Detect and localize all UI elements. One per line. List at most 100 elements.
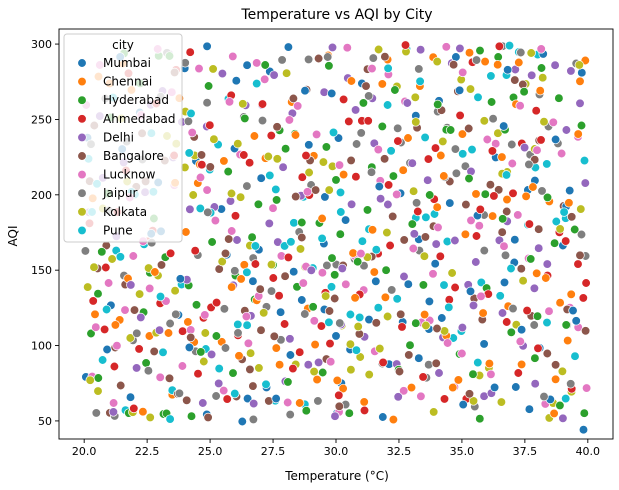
data-point — [526, 48, 536, 58]
data-point — [346, 365, 356, 375]
data-point — [504, 40, 515, 51]
data-point — [205, 162, 215, 172]
data-point — [217, 256, 227, 267]
data-point — [497, 152, 507, 162]
data-point — [496, 397, 507, 407]
data-point — [450, 144, 461, 154]
data-point — [187, 127, 197, 138]
data-point — [508, 303, 518, 314]
data-point — [464, 389, 475, 399]
data-point — [542, 192, 553, 203]
data-point — [371, 245, 381, 255]
data-point — [458, 149, 468, 159]
data-point — [503, 65, 513, 75]
data-point — [281, 68, 292, 78]
data-point — [506, 327, 516, 337]
data-point — [345, 309, 356, 320]
data-point — [223, 166, 233, 177]
data-point — [499, 277, 510, 288]
data-point — [531, 106, 541, 116]
data-point — [393, 136, 403, 146]
data-point — [439, 394, 450, 404]
data-point — [280, 271, 290, 281]
data-point — [403, 279, 413, 289]
data-point — [206, 349, 217, 360]
y-tick-label: 100 — [31, 340, 52, 353]
data-point — [351, 172, 361, 182]
data-point — [388, 211, 398, 222]
data-point — [131, 363, 142, 373]
data-point — [242, 60, 252, 70]
data-point — [234, 351, 244, 361]
data-point — [134, 344, 144, 354]
data-point — [363, 116, 373, 126]
data-point — [185, 47, 195, 57]
data-point — [120, 305, 130, 315]
data-point — [577, 68, 587, 78]
x-tick-label: 20.0 — [72, 445, 97, 458]
data-point — [479, 116, 489, 126]
data-point — [342, 43, 352, 53]
data-point — [382, 100, 393, 110]
data-point — [458, 67, 468, 78]
data-point — [378, 357, 388, 368]
data-point — [423, 175, 433, 185]
data-point — [420, 132, 430, 143]
data-point — [516, 47, 526, 58]
data-point — [556, 148, 567, 159]
data-point — [306, 265, 316, 275]
data-point — [330, 270, 340, 280]
data-point — [359, 405, 370, 416]
data-point — [453, 375, 464, 385]
data-point — [233, 139, 243, 149]
data-point — [214, 378, 224, 389]
data-point — [351, 345, 362, 355]
data-point — [570, 351, 580, 361]
data-point — [90, 309, 100, 319]
data-point — [326, 282, 337, 292]
data-point — [493, 52, 503, 62]
data-point — [313, 53, 324, 64]
data-point — [433, 99, 443, 110]
data-point — [83, 282, 93, 292]
data-point — [348, 248, 358, 258]
data-point — [526, 254, 536, 264]
data-point — [475, 414, 485, 424]
data-point — [484, 358, 495, 369]
legend-marker — [77, 76, 87, 87]
data-point — [338, 383, 348, 394]
data-point — [368, 53, 378, 63]
data-point — [245, 364, 255, 375]
data-point — [489, 191, 499, 201]
data-point — [576, 204, 586, 214]
data-point — [485, 180, 496, 190]
data-point — [474, 221, 484, 231]
x-axis-label: Temperature (°C) — [284, 469, 389, 483]
legend-label: Chennai — [103, 75, 152, 89]
data-point — [196, 150, 207, 160]
data-point — [283, 397, 293, 408]
data-point — [183, 116, 194, 126]
data-point — [482, 134, 492, 145]
data-point — [392, 189, 402, 200]
data-point — [581, 278, 591, 288]
data-point — [186, 108, 196, 119]
chart-title: Temperature vs AQI by City — [240, 7, 432, 23]
data-point — [558, 413, 568, 423]
data-point — [222, 394, 232, 404]
data-point — [126, 280, 136, 290]
data-point — [316, 321, 327, 331]
data-point — [289, 218, 299, 228]
data-point — [338, 169, 349, 180]
data-point — [158, 347, 168, 357]
data-point — [335, 187, 346, 198]
data-point — [89, 262, 99, 272]
data-point — [344, 116, 354, 127]
data-point — [383, 199, 393, 210]
x-axis: 20.0 22.5 25.0 27.5 30.0 32.5 35.0 37.5 40.0 — [72, 439, 600, 458]
data-point — [442, 236, 452, 247]
data-point — [407, 158, 417, 168]
x-tick-label: 22.5 — [135, 445, 160, 458]
